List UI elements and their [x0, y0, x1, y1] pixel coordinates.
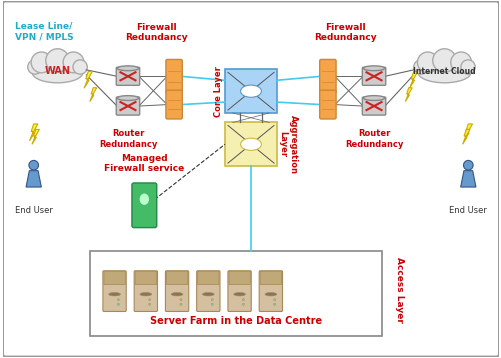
Circle shape [63, 52, 84, 73]
Circle shape [148, 303, 150, 305]
Circle shape [417, 52, 437, 73]
Ellipse shape [233, 292, 245, 296]
Polygon shape [32, 129, 39, 144]
Circle shape [117, 303, 119, 305]
Circle shape [413, 60, 427, 74]
Text: Access Layer: Access Layer [395, 257, 403, 323]
Circle shape [462, 160, 472, 170]
Ellipse shape [240, 138, 261, 150]
FancyBboxPatch shape [165, 271, 188, 311]
Polygon shape [462, 129, 469, 144]
Circle shape [432, 49, 455, 72]
Polygon shape [90, 88, 97, 102]
Polygon shape [463, 124, 471, 141]
FancyBboxPatch shape [362, 67, 385, 85]
Circle shape [63, 52, 84, 73]
Circle shape [148, 299, 150, 301]
Text: End User: End User [15, 206, 53, 215]
FancyBboxPatch shape [228, 271, 250, 285]
Ellipse shape [202, 292, 214, 296]
Circle shape [273, 299, 275, 301]
Circle shape [28, 60, 42, 74]
FancyBboxPatch shape [319, 59, 335, 93]
Polygon shape [26, 171, 41, 187]
FancyBboxPatch shape [362, 97, 385, 115]
Ellipse shape [240, 85, 261, 97]
FancyBboxPatch shape [166, 59, 182, 93]
FancyBboxPatch shape [166, 271, 187, 285]
Text: Firewall
Redundancy: Firewall Redundancy [313, 23, 376, 42]
FancyBboxPatch shape [224, 69, 277, 113]
FancyBboxPatch shape [132, 183, 156, 228]
Circle shape [460, 60, 474, 74]
Polygon shape [404, 88, 411, 102]
FancyBboxPatch shape [227, 271, 250, 311]
FancyBboxPatch shape [90, 251, 382, 336]
Circle shape [460, 60, 474, 74]
FancyBboxPatch shape [224, 122, 277, 166]
Ellipse shape [117, 66, 138, 71]
Ellipse shape [265, 292, 276, 296]
FancyBboxPatch shape [259, 271, 282, 311]
Circle shape [29, 160, 39, 170]
FancyBboxPatch shape [104, 271, 125, 285]
Circle shape [242, 303, 244, 305]
Circle shape [413, 60, 427, 74]
FancyBboxPatch shape [196, 271, 219, 311]
Circle shape [31, 52, 52, 73]
Ellipse shape [171, 292, 182, 296]
Circle shape [450, 52, 470, 73]
Polygon shape [460, 171, 475, 187]
Ellipse shape [140, 292, 151, 296]
Text: WAN: WAN [45, 66, 70, 76]
Circle shape [450, 52, 470, 73]
FancyBboxPatch shape [319, 90, 335, 119]
FancyBboxPatch shape [134, 271, 157, 311]
Polygon shape [30, 124, 38, 141]
Text: Managed
Firewall service: Managed Firewall service [104, 154, 184, 173]
Circle shape [46, 49, 69, 72]
FancyBboxPatch shape [103, 271, 126, 311]
Text: Firewall
Redundancy: Firewall Redundancy [125, 23, 188, 42]
Circle shape [28, 60, 42, 74]
Text: Lease Line/
VPN / MPLS: Lease Line/ VPN / MPLS [16, 22, 74, 41]
Circle shape [179, 303, 182, 305]
Circle shape [179, 299, 182, 301]
FancyBboxPatch shape [116, 97, 139, 115]
Circle shape [31, 52, 52, 73]
Polygon shape [409, 71, 417, 88]
FancyBboxPatch shape [3, 1, 498, 357]
Text: Router
Redundancy: Router Redundancy [99, 129, 157, 149]
Ellipse shape [139, 193, 149, 205]
Text: Server Farm in the Data Centre: Server Farm in the Data Centre [150, 316, 322, 326]
Circle shape [73, 60, 87, 74]
Text: Aggregation
Layer: Aggregation Layer [278, 115, 297, 174]
FancyBboxPatch shape [116, 67, 139, 85]
FancyBboxPatch shape [197, 271, 218, 285]
Text: End User: End User [448, 206, 486, 215]
Ellipse shape [363, 96, 384, 101]
Text: Router
Redundancy: Router Redundancy [344, 129, 402, 149]
Ellipse shape [32, 62, 83, 83]
Ellipse shape [117, 96, 138, 101]
Circle shape [432, 49, 455, 72]
Circle shape [73, 60, 87, 74]
Text: Core Layer: Core Layer [213, 66, 222, 117]
Circle shape [46, 49, 69, 72]
Circle shape [242, 299, 244, 301]
Ellipse shape [363, 66, 384, 71]
FancyBboxPatch shape [166, 90, 182, 119]
Circle shape [417, 52, 437, 73]
Circle shape [211, 303, 213, 305]
Ellipse shape [417, 62, 470, 83]
Text: Internet Cloud: Internet Cloud [412, 67, 475, 76]
Circle shape [117, 299, 119, 301]
FancyBboxPatch shape [135, 271, 156, 285]
Polygon shape [84, 71, 92, 88]
Circle shape [273, 303, 275, 305]
FancyBboxPatch shape [260, 271, 281, 285]
Ellipse shape [109, 292, 120, 296]
Circle shape [211, 299, 213, 301]
